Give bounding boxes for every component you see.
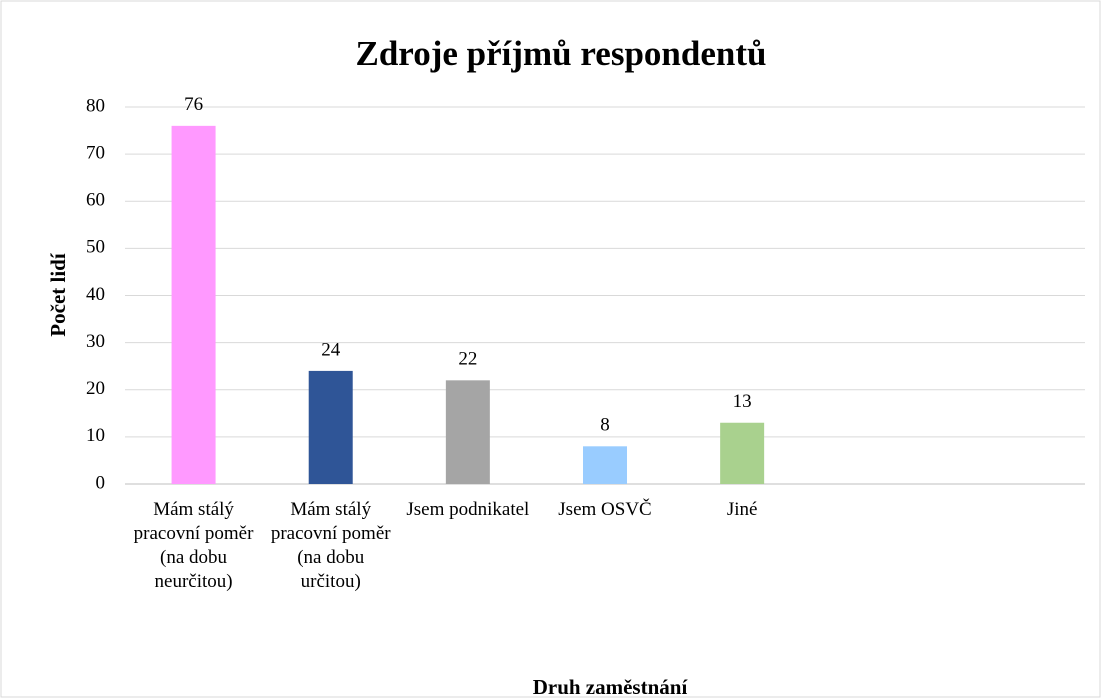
y-tick-label: 10 — [86, 425, 105, 446]
bar — [445, 380, 490, 484]
x-tick-label: Jiné — [726, 499, 758, 520]
chart-title: Zdroje příjmů respondentů — [356, 34, 767, 73]
bar — [583, 446, 627, 484]
data-label: 76 — [184, 94, 203, 115]
x-tick-label: Mám stálý pracovní poměr (na dobu neurči… — [133, 499, 254, 592]
bar — [171, 125, 216, 484]
data-label: 22 — [458, 349, 477, 370]
x-axis-label: Druh zaměstnání — [533, 675, 689, 699]
y-tick-label: 60 — [86, 190, 105, 211]
x-tick-label: Mám stálý pracovní poměr (na dobu určito… — [270, 499, 391, 592]
bar — [308, 370, 353, 484]
y-axis-label: Počet lidí — [46, 252, 70, 337]
data-label: 8 — [600, 415, 610, 436]
x-tick-label: Jsem podnikatel — [406, 499, 530, 520]
y-tick-label: 70 — [86, 142, 105, 163]
y-tick-label: 80 — [86, 95, 105, 116]
data-label: 24 — [321, 339, 341, 360]
y-tick-label: 0 — [96, 472, 106, 493]
x-tick-label: Jsem OSVČ — [558, 499, 652, 520]
data-label: 13 — [733, 391, 752, 412]
y-tick-label: 30 — [86, 331, 105, 352]
y-tick-label: 20 — [86, 378, 105, 399]
bar — [720, 422, 765, 484]
y-tick-label: 40 — [86, 284, 105, 305]
y-tick-label: 50 — [86, 237, 105, 258]
